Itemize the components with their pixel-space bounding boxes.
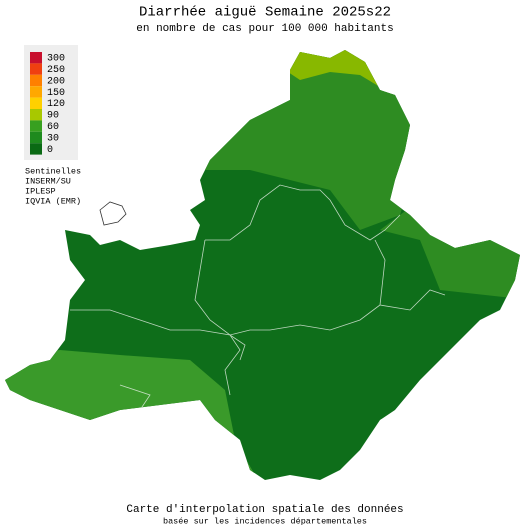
legend-swatch — [30, 109, 42, 121]
department-borders — [70, 184, 446, 411]
source-name: IQVIA (EMR) — [25, 196, 81, 206]
legend-label: 0 — [47, 145, 53, 156]
legend-label: 300 — [47, 54, 65, 65]
legend-label: 250 — [47, 65, 65, 76]
source-name: IPLESP — [25, 186, 56, 196]
legend-swatch — [30, 120, 42, 132]
legend-label: 60 — [47, 122, 59, 133]
legend-swatch — [30, 97, 42, 109]
legend-swatch — [30, 143, 42, 155]
footer-note: basée sur les incidences départementales — [163, 516, 367, 526]
enclave — [99, 201, 127, 226]
legend-swatch — [30, 131, 42, 144]
legend-swatch — [30, 52, 42, 64]
footer-line: Carte d'interpolation spatiale des donné… — [126, 504, 403, 516]
source-name: INSERM/SU — [25, 176, 71, 186]
legend-label: 150 — [47, 88, 65, 99]
legend-label: 90 — [47, 111, 59, 122]
legend-label: 200 — [47, 76, 65, 87]
legend-swatch — [30, 86, 42, 98]
source-name: Sentinelles — [25, 166, 81, 176]
subtitle: en nombre de cas pour 100 000 habitants — [136, 23, 393, 35]
map — [5, 50, 520, 480]
legend-swatch — [30, 74, 42, 87]
legend-label: 120 — [47, 99, 65, 110]
legend-label: 30 — [47, 133, 59, 144]
legend-swatch — [30, 63, 42, 75]
title: Diarrhée aiguë Semaine 2025s22 — [139, 5, 391, 21]
